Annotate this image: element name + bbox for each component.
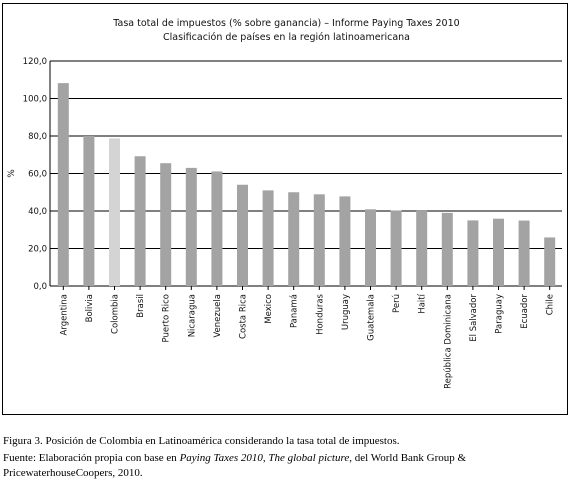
bar bbox=[109, 138, 120, 286]
bar bbox=[57, 83, 69, 286]
category-label: El Salvador bbox=[469, 293, 479, 341]
category-label: Argentina bbox=[59, 294, 69, 335]
category-label: Perú bbox=[392, 294, 402, 313]
category-label: Colombia bbox=[111, 294, 121, 334]
bar bbox=[441, 212, 453, 286]
category-label: Costa Rica bbox=[239, 294, 249, 339]
y-tick-label: 20,0 bbox=[28, 245, 47, 255]
bar bbox=[237, 184, 248, 286]
bar bbox=[83, 136, 95, 286]
category-label: Bolivia bbox=[85, 294, 95, 322]
category-label: Nicaragua bbox=[187, 294, 197, 337]
figure-source: Fuente: Elaboración propia con base en P… bbox=[3, 451, 568, 481]
bar-chart: 0,0 20,0 40,0 60,0 80,0 100,0 120,0% Argentina B… bbox=[7, 57, 562, 389]
bar bbox=[390, 210, 402, 286]
category-label: Chile bbox=[546, 294, 556, 315]
bar bbox=[416, 210, 428, 286]
chart-frame bbox=[2, 3, 568, 415]
bar bbox=[211, 171, 223, 286]
bar bbox=[160, 163, 172, 286]
y-tick-label: 40,0 bbox=[28, 207, 47, 217]
bar bbox=[544, 237, 556, 286]
category-label: Honduras bbox=[315, 293, 325, 334]
y-tick-label: 0,0 bbox=[33, 282, 47, 292]
category-label: Puerto Rico bbox=[162, 294, 172, 342]
category-label: Panamá bbox=[290, 294, 300, 328]
bar bbox=[262, 190, 274, 286]
category-label: Venezuela bbox=[213, 294, 223, 338]
y-tick-label: 100,0 bbox=[23, 95, 47, 105]
y-tick-label: 120,0 bbox=[23, 57, 47, 67]
bar bbox=[493, 218, 504, 286]
source-sep: , bbox=[262, 452, 269, 464]
bar bbox=[185, 167, 197, 286]
category-label: Mexico bbox=[264, 294, 274, 324]
category-label: Paraguay bbox=[495, 294, 505, 334]
y-tick-label: 60,0 bbox=[28, 170, 47, 180]
category-label: Haití bbox=[418, 293, 428, 313]
category-label: Uruguay bbox=[341, 294, 351, 330]
category-label: Ecuador bbox=[520, 293, 530, 328]
bar bbox=[134, 156, 146, 286]
source-prefix: Fuente: Elaboración propia con base en bbox=[3, 452, 180, 464]
y-axis-label: % bbox=[7, 169, 17, 178]
bar bbox=[339, 196, 351, 286]
chart-title: Tasa total de impuestos (% sobre gananci… bbox=[113, 18, 460, 29]
category-label: Brasil bbox=[136, 294, 146, 318]
bar bbox=[313, 194, 325, 286]
category-label: República Dominicana bbox=[443, 294, 453, 389]
source-suffix: , del World Bank Group & bbox=[349, 452, 467, 464]
bar bbox=[288, 192, 300, 286]
bar bbox=[467, 220, 479, 286]
y-tick-label: 80,0 bbox=[28, 132, 47, 142]
source-line-3: PricewaterhouseCoopers, 2010. bbox=[3, 467, 143, 479]
chart-subtitle: Clasificación de países en la región lat… bbox=[162, 32, 411, 43]
bar bbox=[518, 220, 530, 286]
source-title-2: The global picture bbox=[268, 452, 350, 464]
figure-caption: Figura 3. Posición de Colombia en Latino… bbox=[3, 435, 400, 447]
bar bbox=[365, 209, 376, 286]
category-label: Guatemala bbox=[367, 294, 377, 341]
source-title-1: Paying Taxes 2010 bbox=[179, 452, 263, 464]
